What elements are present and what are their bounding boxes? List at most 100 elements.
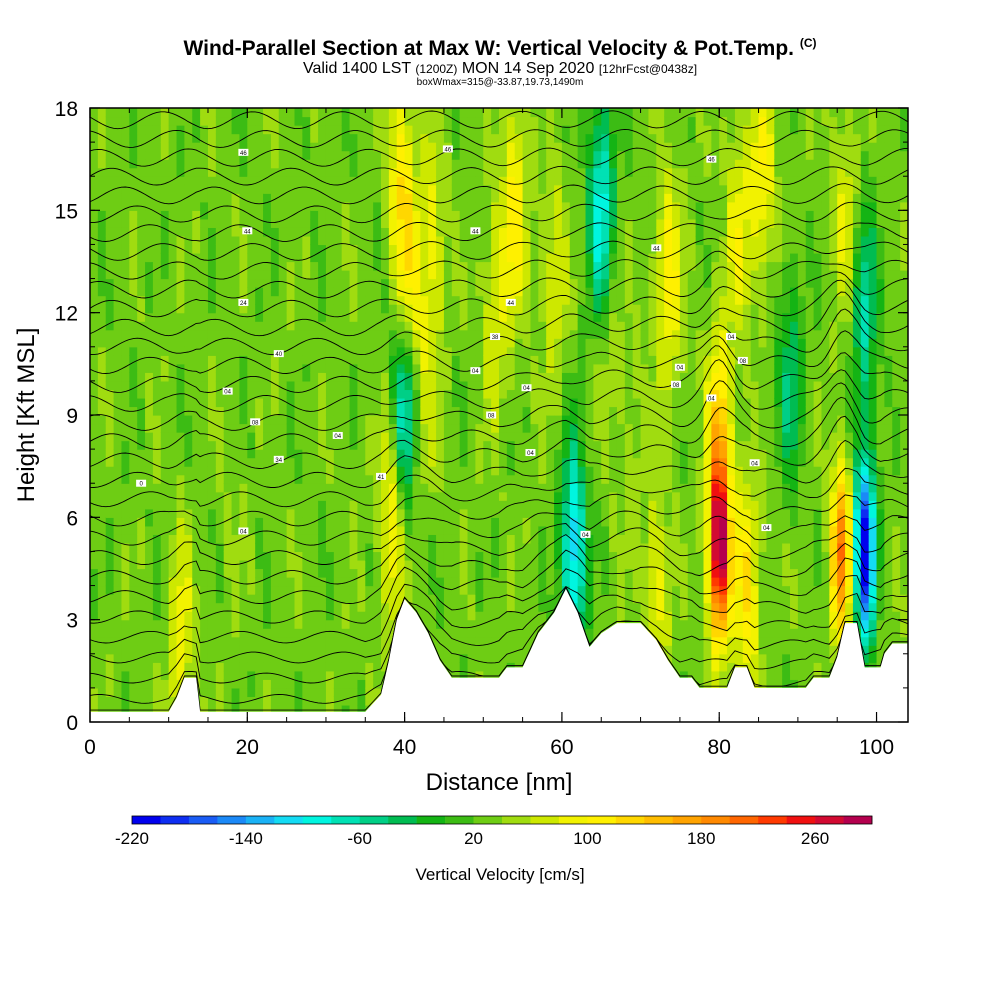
velocity-cell	[137, 210, 146, 220]
velocity-cell	[609, 150, 618, 160]
velocity-cell	[318, 346, 327, 356]
velocity-cell	[294, 525, 303, 535]
velocity-cell	[609, 432, 618, 442]
velocity-cell	[585, 210, 594, 220]
velocity-cell	[310, 329, 319, 339]
velocity-cell	[192, 568, 201, 578]
velocity-cell	[255, 167, 264, 177]
velocity-cell	[506, 389, 516, 399]
velocity-cell	[483, 295, 492, 305]
velocity-cell	[105, 466, 115, 476]
velocity-cell	[207, 116, 217, 126]
velocity-cell	[373, 116, 382, 126]
velocity-cell	[121, 517, 130, 527]
velocity-cell	[200, 125, 209, 135]
velocity-cell	[396, 201, 406, 211]
velocity-cell	[585, 372, 594, 382]
velocity-cell	[609, 261, 618, 271]
velocity-cell	[514, 150, 524, 160]
velocity-cell	[365, 449, 374, 459]
velocity-cell	[270, 287, 280, 297]
velocity-cell	[538, 432, 547, 442]
velocity-cell	[373, 679, 382, 689]
velocity-cell	[231, 551, 241, 561]
velocity-cell	[428, 363, 437, 373]
velocity-cell	[286, 142, 296, 152]
velocity-cell	[436, 287, 445, 297]
velocity-cell	[530, 287, 539, 297]
velocity-cell	[333, 227, 343, 237]
velocity-cell	[160, 304, 170, 314]
velocity-cell	[223, 287, 233, 297]
velocity-cell	[554, 449, 563, 459]
velocity-cell	[616, 218, 626, 228]
velocity-cell	[270, 679, 280, 689]
velocity-cell	[310, 389, 319, 399]
velocity-cell	[530, 270, 539, 280]
velocity-cell	[294, 278, 303, 288]
velocity-cell	[294, 619, 303, 629]
velocity-cell	[278, 372, 288, 382]
velocity-cell	[137, 542, 146, 553]
velocity-cell	[302, 628, 311, 638]
velocity-cell	[459, 193, 469, 203]
velocity-cell	[491, 218, 500, 228]
velocity-cell	[601, 321, 610, 331]
velocity-cell	[318, 457, 327, 467]
velocity-cell	[530, 568, 539, 578]
velocity-cell	[341, 500, 351, 510]
velocity-cell	[192, 329, 201, 339]
velocity-cell	[546, 346, 555, 356]
velocity-cell	[129, 466, 138, 476]
velocity-cell	[506, 133, 516, 143]
velocity-cell	[192, 150, 201, 160]
velocity-cell	[514, 397, 524, 408]
velocity-cell	[601, 551, 610, 561]
velocity-cell	[113, 304, 123, 314]
velocity-cell	[97, 679, 107, 689]
velocity-cell	[121, 312, 130, 322]
velocity-cell	[302, 261, 311, 271]
velocity-cell	[310, 159, 319, 169]
velocity-cell	[349, 321, 359, 331]
velocity-cell	[475, 252, 484, 263]
velocity-cell	[231, 142, 241, 152]
velocity-cell	[577, 261, 587, 271]
velocity-cell	[184, 295, 193, 305]
velocity-cell	[90, 517, 99, 527]
velocity-cell	[318, 167, 327, 177]
velocity-cell	[341, 619, 351, 629]
velocity-cell	[105, 602, 115, 612]
velocity-cell	[561, 508, 571, 518]
velocity-cell	[396, 389, 406, 399]
velocity-cell	[231, 227, 241, 237]
velocity-cell	[97, 577, 107, 587]
velocity-cell	[538, 142, 547, 152]
velocity-cell	[270, 338, 280, 348]
velocity-cell	[239, 483, 248, 493]
velocity-cell	[231, 108, 241, 118]
velocity-cell	[467, 517, 477, 527]
velocity-cell	[302, 270, 311, 280]
velocity-cell	[341, 653, 351, 663]
velocity-cell	[554, 440, 563, 450]
velocity-cell	[404, 449, 414, 459]
velocity-cell	[318, 193, 327, 203]
velocity-cell	[121, 457, 130, 467]
velocity-cell	[373, 278, 382, 288]
velocity-cell	[475, 201, 484, 211]
velocity-cell	[333, 380, 343, 391]
velocity-cell	[585, 594, 594, 604]
velocity-cell	[404, 440, 414, 450]
velocity-cell	[349, 150, 359, 160]
velocity-cell	[286, 278, 296, 288]
velocity-cell	[365, 372, 374, 382]
velocity-cell	[168, 568, 178, 578]
velocity-cell	[325, 125, 335, 135]
velocity-cell	[113, 270, 123, 280]
velocity-cell	[255, 559, 264, 570]
velocity-cell	[318, 218, 327, 228]
velocity-cell	[278, 142, 288, 152]
velocity-cell	[601, 457, 610, 467]
velocity-cell	[404, 355, 414, 365]
